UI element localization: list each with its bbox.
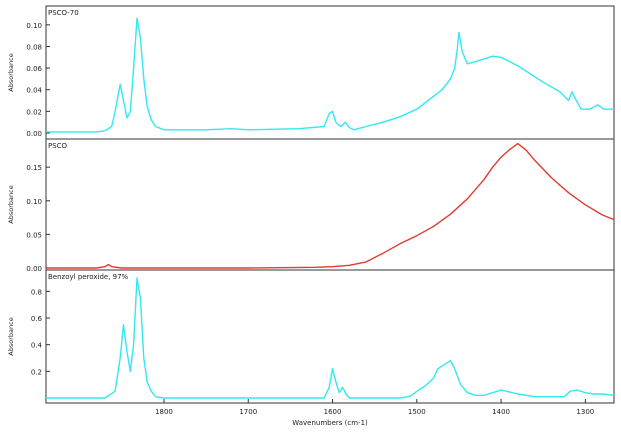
y-tick-label: 0.6 [31,315,43,323]
y-axis-label: Absorbance [7,317,15,355]
spectrum-line-3-1 [46,277,615,399]
x-tick-label: 1300 [576,408,594,416]
x-tick-label: 1700 [239,408,257,416]
y-tick-label: 0.06 [26,65,42,73]
y-tick-label: 0.8 [31,288,42,296]
spectrum-panel-3: 0.2 0.4 0.6 0.8 Absorbance Benzoyl peroxide, … [7,269,615,427]
y-tick-label: 0.02 [26,108,42,116]
y-tick-label: 0.10 [26,22,42,30]
y-tick-label: 0.10 [26,198,42,206]
panel-frame [45,269,615,404]
panel-title: Benzoyl peroxide, 97% [48,273,129,281]
panel-title: PSCO [48,142,68,150]
x-tick-label: 1600 [324,408,342,416]
y-tick-label: 0.2 [31,368,42,376]
y-tick-label: 0.08 [26,43,42,51]
y-tick-label: 0.15 [26,164,42,172]
x-axis-label: Wavenumbers (cm-1) [292,419,368,427]
y-axis-label: Absorbance [7,185,15,223]
panel-frame [45,138,615,271]
spectrum-panel-2: 0.00 0.05 0.10 0.15 Absorbance PSCO [7,138,615,273]
x-tick-label: 1400 [492,408,510,416]
x-tick-label: 1800 [155,408,173,416]
y-axis-label: Absorbance [7,53,15,91]
y-tick-label: 0.00 [26,265,42,273]
x-tick-label: 1500 [408,408,426,416]
y-tick-label: 0.4 [31,342,43,350]
spectrum-line-1-1 [46,17,614,133]
panel-title: PSCO-70 [48,9,79,17]
y-tick-label: 0.05 [26,231,42,239]
spectrum-line-2-1 [46,142,615,269]
spectrum-panel-1: 0.00 0.02 0.04 0.06 0.08 0.10 Absorbance PSCO-7… [7,5,615,140]
y-tick-label: 0.00 [26,130,42,138]
panels-group: 0.00 0.02 0.04 0.06 0.08 0.10 Absorbance PSCO-7… [7,5,615,427]
y-tick-label: 0.04 [26,87,42,95]
